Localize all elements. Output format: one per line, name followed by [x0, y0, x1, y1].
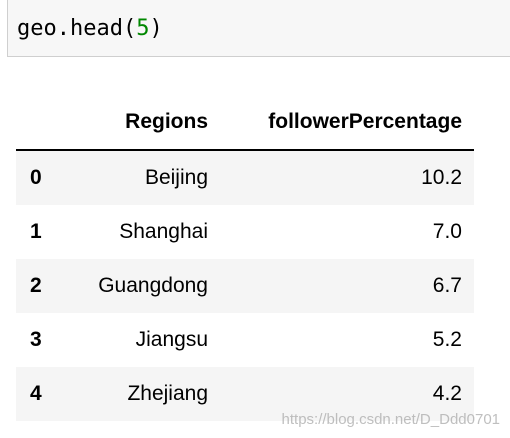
code-suffix: )	[149, 16, 163, 41]
code-cell[interactable]: geo.head(5)	[7, 0, 510, 57]
percentage-cell: 4.2	[432, 382, 462, 405]
region-cell: Zhejiang	[127, 382, 208, 405]
region-cell: Shanghai	[119, 220, 208, 243]
dataframe-output-table: Regions followerPercentage 0 Beijing 10.…	[16, 95, 474, 421]
table-row: 3 Jiangsu 5.2	[16, 313, 474, 367]
region-cell: Guangdong	[98, 274, 208, 297]
regions-header: Regions	[68, 95, 220, 151]
region-cell: Beijing	[144, 166, 208, 189]
code-number-argument: 5	[136, 16, 150, 41]
table-header-row: Regions followerPercentage	[16, 95, 474, 151]
percentage-cell: 5.2	[432, 328, 462, 351]
code-line[interactable]: geo.head(5)	[17, 14, 163, 44]
table-row: 2 Guangdong 6.7	[16, 259, 474, 313]
index-header	[16, 95, 68, 151]
row-index: 2	[30, 274, 42, 297]
region-cell: Jiangsu	[135, 328, 208, 351]
row-index: 1	[30, 220, 42, 243]
code-prefix: geo.head(	[17, 16, 137, 41]
table-row: 4 Zhejiang 4.2	[16, 367, 474, 421]
percentage-cell: 6.7	[432, 274, 462, 297]
row-index: 0	[30, 166, 42, 189]
watermark: https://blog.csdn.net/D_Ddd0701	[281, 411, 500, 428]
row-index: 3	[30, 328, 42, 351]
table-row: 0 Beijing 10.2	[16, 150, 474, 205]
row-index: 4	[30, 382, 42, 405]
percentage-cell: 10.2	[421, 166, 462, 189]
percentage-cell: 7.0	[432, 220, 462, 243]
table-row: 1 Shanghai 7.0	[16, 205, 474, 259]
follower-percentage-header: followerPercentage	[220, 95, 474, 151]
